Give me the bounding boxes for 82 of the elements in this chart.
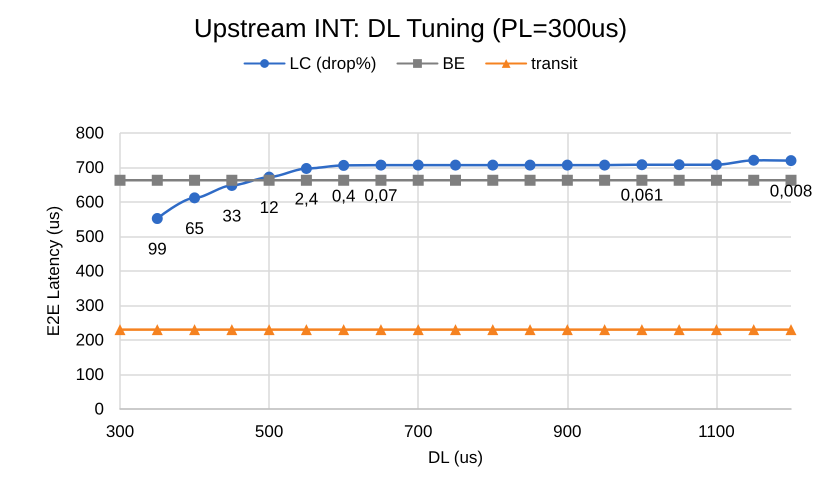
annotation: 65: [185, 218, 204, 238]
point: [786, 324, 796, 336]
y-tick-label: 100: [76, 365, 104, 384]
point: [412, 174, 424, 186]
point: [375, 174, 386, 186]
point: [487, 160, 498, 171]
y-tick-label: 0: [94, 400, 104, 418]
point: [300, 324, 312, 336]
point: [599, 324, 610, 336]
point: [674, 324, 685, 336]
point: [152, 174, 163, 186]
point: [487, 174, 498, 186]
x-tick-label: 700: [404, 422, 432, 441]
point: [300, 163, 312, 174]
legend-label: LC (drop%): [290, 54, 376, 73]
point: [524, 324, 536, 336]
point: [524, 160, 536, 171]
point: [300, 174, 312, 186]
point: [375, 324, 386, 336]
chart-title: Upstream INT: DL Tuning (PL=300us): [194, 13, 628, 43]
x-tick-label: 1100: [698, 422, 735, 441]
point: [562, 324, 573, 336]
point: [189, 324, 200, 336]
point: [189, 192, 200, 204]
point: [338, 174, 350, 186]
point: [786, 155, 796, 166]
point: [599, 174, 610, 186]
y-tick-label: 600: [76, 192, 104, 212]
y-tick-label: 800: [76, 124, 104, 142]
annotation: 0,008: [770, 182, 812, 201]
point: [152, 324, 163, 336]
point: [562, 174, 573, 186]
point: [636, 174, 648, 186]
y-tick-label: 700: [76, 158, 104, 177]
point: [264, 324, 275, 336]
point: [562, 160, 573, 171]
annotation: 0,4: [332, 186, 356, 206]
point: [748, 154, 760, 166]
y-tick-label: 500: [76, 227, 104, 246]
point: [264, 174, 275, 186]
point: [636, 324, 648, 336]
annotation: 33: [222, 206, 242, 226]
point: [748, 324, 760, 336]
annotation: 2,4: [294, 190, 318, 209]
point: [412, 324, 424, 336]
point: [226, 324, 238, 336]
y-axis-title: E2E Latency (us): [44, 206, 63, 336]
point: [710, 174, 722, 186]
point: [524, 174, 536, 186]
point: [338, 160, 350, 171]
point: [152, 213, 163, 224]
point: [674, 159, 685, 170]
x-tick-label: 300: [106, 422, 134, 441]
point: [450, 160, 461, 171]
point: [487, 324, 498, 336]
x-tick-label: 900: [553, 422, 582, 441]
y-tick-label: 300: [76, 296, 104, 315]
point: [375, 160, 386, 171]
point: [674, 174, 685, 186]
point: [189, 174, 200, 186]
x-axis-title: DL (us): [428, 448, 484, 467]
annotation: 12: [260, 198, 279, 218]
point: [114, 324, 126, 336]
point: [226, 174, 238, 186]
point: [710, 159, 722, 170]
point: [450, 174, 461, 186]
y-tick-label: 200: [76, 330, 104, 350]
point: [450, 324, 461, 336]
point: [710, 324, 722, 336]
point: [599, 160, 610, 171]
point: [748, 174, 760, 186]
legend-label: BE: [442, 54, 466, 73]
y-tick-label: 400: [76, 262, 104, 280]
legend-label: transit: [531, 54, 578, 73]
point: [412, 160, 424, 171]
point: [114, 174, 126, 186]
point: [636, 159, 648, 170]
point: [338, 324, 350, 336]
x-tick-label: 500: [254, 422, 284, 441]
annotation: 0,061: [620, 186, 664, 205]
annotation: 0,07: [364, 186, 398, 206]
annotation: 99: [148, 240, 167, 259]
